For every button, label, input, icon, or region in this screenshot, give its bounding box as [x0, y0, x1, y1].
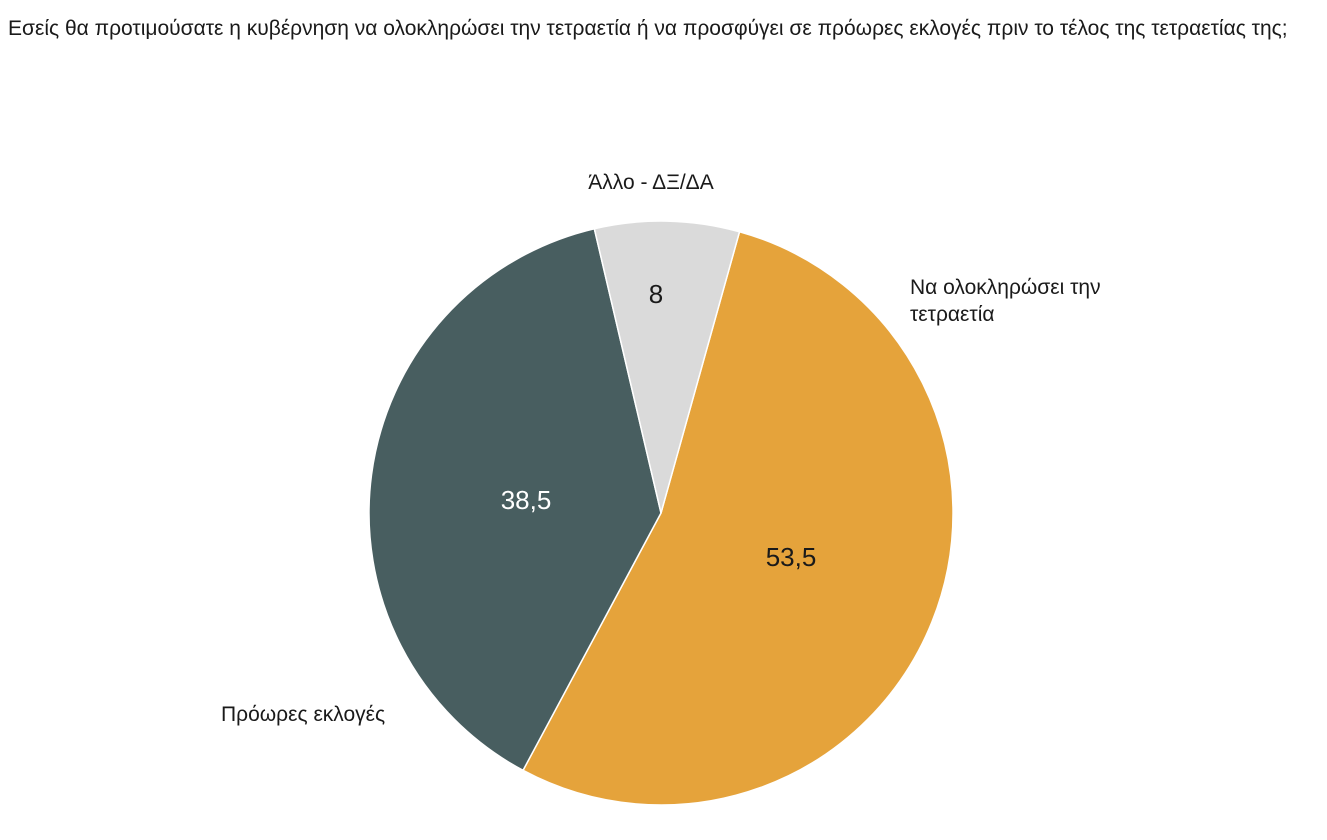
slice-category-labels: Να ολοκληρώσει την τετραετία Πρόωρες εκλογ… — [221, 171, 1101, 726]
slice-category-label-line: τετραετία — [910, 303, 995, 326]
slice-category-label-line: Να ολοκληρώσει την — [910, 276, 1101, 299]
slice-value-labels: 53,5 38,5 8 — [501, 279, 817, 572]
chart-title: Εσείς θα προτιμούσατε η κυβέρνηση να ολο… — [8, 17, 1288, 40]
pie-slice-other-dk-na — [593, 220, 741, 514]
slice-category-label-other-dk-na: Άλλο - ΔΞ/ΔΑ — [588, 171, 713, 194]
pie-slice-early-elections — [368, 227, 662, 772]
slice-category-label-line: Άλλο - ΔΞ/ΔΑ — [588, 171, 713, 194]
pie-slice-complete-term — [522, 230, 954, 806]
pie-slices — [368, 220, 954, 806]
slice-value-label-complete-term: 53,5 — [766, 542, 817, 572]
slice-category-label-early-elections: Πρόωρες εκλογές — [221, 703, 385, 726]
slice-value-label-early-elections: 38,5 — [501, 485, 552, 515]
slice-value-label-other-dk-na: 8 — [649, 279, 663, 309]
slice-category-label-line: Πρόωρες εκλογές — [221, 703, 385, 726]
slice-category-label-complete-term: Να ολοκληρώσει την τετραετία — [910, 276, 1101, 326]
